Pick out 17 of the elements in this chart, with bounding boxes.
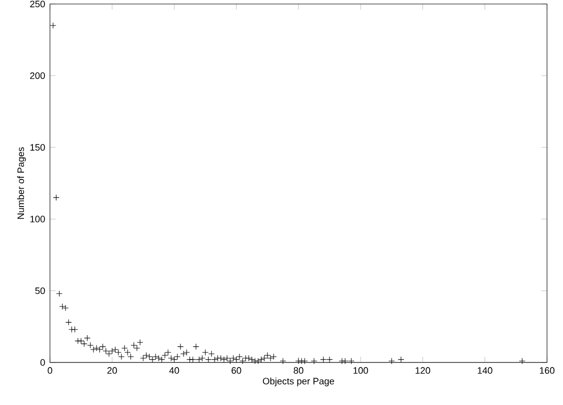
x-tick-label: 80	[294, 366, 304, 374]
y-axis-title: Number of Pages	[17, 147, 26, 219]
x-tick-label: 100	[354, 366, 368, 374]
y-tick-label: 250	[30, 0, 45, 8]
y-tick-label: 200	[30, 72, 45, 79]
x-tick-label: 0	[48, 366, 52, 374]
y-tick-label: 100	[30, 216, 45, 222]
x-tick-label: 120	[416, 366, 430, 374]
x-tick-label: 160	[540, 366, 554, 374]
x-tick-label: 140	[478, 366, 492, 374]
y-tick-label: 0	[40, 358, 45, 366]
x-tick-label: 40	[169, 366, 180, 374]
y-tick-label: 50	[35, 287, 45, 294]
x-tick-label: 60	[232, 366, 242, 374]
y-tick-label: 150	[30, 144, 45, 150]
x-tick-label: 20	[107, 366, 117, 374]
x-axis-title: Objects per Page	[262, 377, 334, 386]
